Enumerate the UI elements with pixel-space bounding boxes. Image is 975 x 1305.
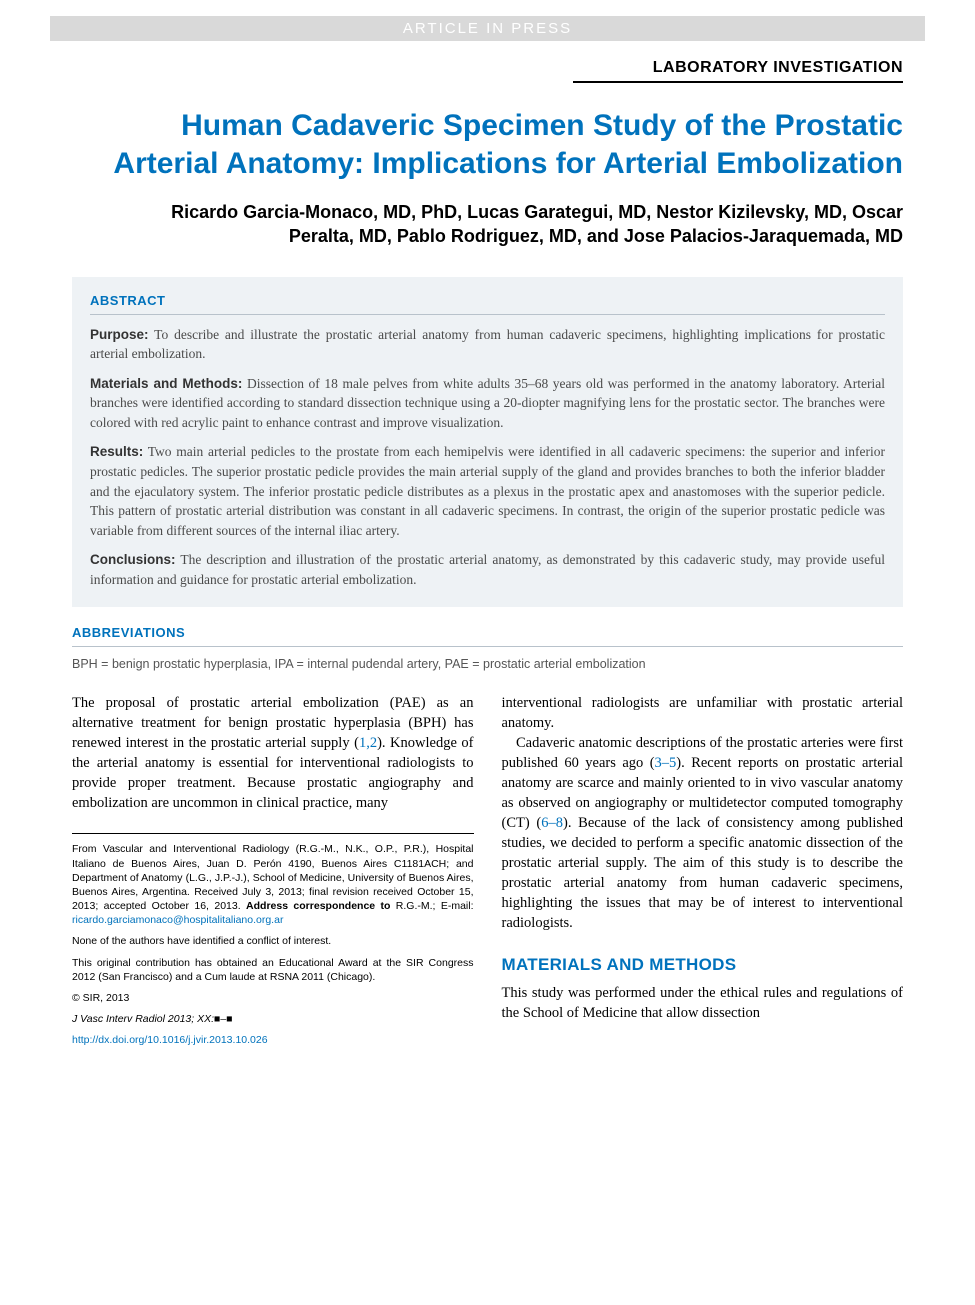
purpose-text: To describe and illustrate the prostatic… <box>90 327 885 362</box>
section-label: LABORATORY INVESTIGATION <box>0 59 903 77</box>
article-in-press-banner: ARTICLE IN PRESS <box>50 16 925 41</box>
methods-paragraph-1: This study was performed under the ethic… <box>502 983 904 1023</box>
intro-paragraph-2: Cadaveric anatomic descriptions of the p… <box>502 733 904 933</box>
citation-link-3-5[interactable]: 3–5 <box>655 755 677 771</box>
abstract-results: Results: Two main arterial pedicles to t… <box>90 442 885 540</box>
intro2-text-c: ). Because of the lack of consistency am… <box>502 815 904 931</box>
intro-paragraph-1-cont: interventional radiologists are unfamili… <box>502 693 904 733</box>
purpose-label: Purpose: <box>90 327 149 342</box>
affil-text-b: R.G.-M.; E-mail: <box>390 900 473 912</box>
address-correspondence-label: Address correspondence to <box>246 900 390 912</box>
conclusions-text: The description and illustration of the … <box>90 552 885 587</box>
results-label: Results: <box>90 444 143 459</box>
intro-paragraph-1: The proposal of prostatic arterial embol… <box>72 693 474 813</box>
citation-link-6-8[interactable]: 6–8 <box>541 815 563 831</box>
citation-footnote: J Vasc Interv Radiol 2013; XX:■–■ <box>72 1012 474 1026</box>
citation-link-1-2[interactable]: 1,2 <box>359 735 377 751</box>
citation-text: J Vasc Interv Radiol 2013; XX:■–■ <box>72 1013 233 1025</box>
body-columns: The proposal of prostatic arterial embol… <box>72 693 903 1054</box>
author-list: Ricardo Garcia-Monaco, MD, PhD, Lucas Ga… <box>140 200 903 249</box>
footnote-rule <box>72 833 474 834</box>
doi-link[interactable]: http://dx.doi.org/10.1016/j.jvir.2013.10… <box>72 1034 268 1046</box>
right-column: interventional radiologists are unfamili… <box>502 693 904 1054</box>
left-column: The proposal of prostatic arterial embol… <box>72 693 474 1054</box>
correspondence-email[interactable]: ricardo.garciamonaco@hospitalitaliano.or… <box>72 914 283 926</box>
copyright-footnote: © SIR, 2013 <box>72 991 474 1005</box>
abbreviations-heading: ABBREVIATIONS <box>72 625 903 647</box>
abstract-methods: Materials and Methods: Dissection of 18 … <box>90 374 885 433</box>
results-text: Two main arterial pedicles to the prosta… <box>90 444 885 537</box>
abstract-purpose: Purpose: To describe and illustrate the … <box>90 325 885 364</box>
abbreviations-text: BPH = benign prostatic hyperplasia, IPA … <box>72 657 903 671</box>
affiliation-footnote: From Vascular and Interventional Radiolo… <box>72 842 474 927</box>
methods-label: Materials and Methods: <box>90 376 242 391</box>
materials-methods-heading: MATERIALS AND METHODS <box>502 955 904 975</box>
section-label-rule <box>573 81 903 83</box>
abstract-conclusions: Conclusions: The description and illustr… <box>90 550 885 589</box>
award-footnote: This original contribution has obtained … <box>72 956 474 984</box>
abbreviations-box: ABBREVIATIONS BPH = benign prostatic hyp… <box>72 625 903 671</box>
article-title: Human Cadaveric Specimen Study of the Pr… <box>90 107 903 182</box>
coi-footnote: None of the authors have identified a co… <box>72 934 474 948</box>
doi-footnote: http://dx.doi.org/10.1016/j.jvir.2013.10… <box>72 1033 474 1047</box>
conclusions-label: Conclusions: <box>90 552 176 567</box>
abstract-heading: ABSTRACT <box>90 293 885 315</box>
abstract-box: ABSTRACT Purpose: To describe and illust… <box>72 277 903 608</box>
